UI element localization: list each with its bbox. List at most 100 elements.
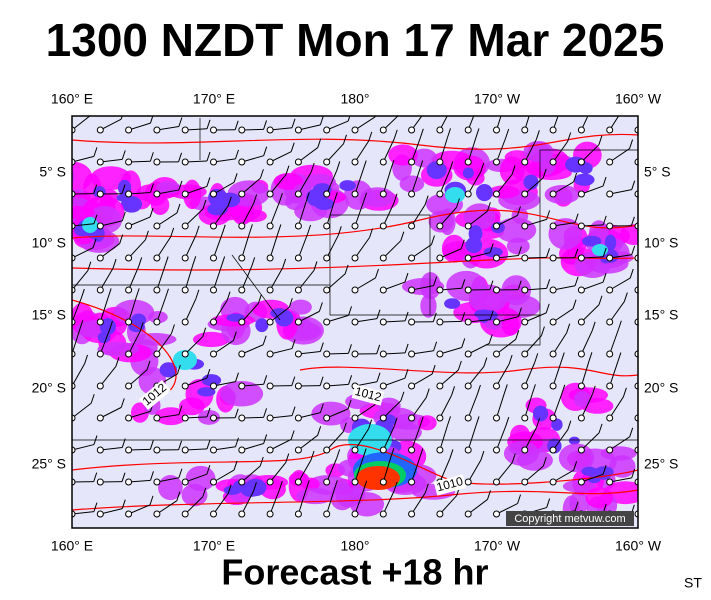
station <box>436 510 444 518</box>
barb-flag <box>433 341 438 351</box>
station <box>294 478 302 486</box>
rain-cell <box>475 183 493 202</box>
barb-flag <box>368 131 373 142</box>
barb-shaft <box>241 465 261 483</box>
barb-flag <box>84 354 89 365</box>
barb-flag <box>480 162 485 173</box>
station <box>577 254 585 262</box>
barb-shaft <box>354 237 370 259</box>
barb-flag <box>233 173 238 183</box>
barb-shaft <box>383 377 406 387</box>
barb-flag <box>562 97 565 106</box>
barb-flag <box>400 391 405 401</box>
barb-flag <box>602 273 607 283</box>
barb-shaft <box>552 469 574 483</box>
station <box>96 414 104 422</box>
barb-flag <box>503 384 508 394</box>
barb-flag <box>235 149 239 160</box>
station <box>153 286 161 294</box>
barb-flag <box>631 245 636 255</box>
barb-shaft <box>354 140 370 163</box>
rain-cell <box>462 167 474 179</box>
station <box>153 158 161 166</box>
station <box>238 446 246 454</box>
rain-cell <box>255 318 269 333</box>
barb-shaft <box>72 247 94 259</box>
barb-shaft <box>185 185 208 195</box>
barb-flag <box>170 324 175 334</box>
barb-flag <box>475 416 480 426</box>
station <box>379 158 387 166</box>
barb-shaft <box>382 400 402 419</box>
barb-shaft <box>213 340 234 355</box>
barb-shaft <box>637 161 638 162</box>
barb-shaft <box>241 177 261 195</box>
latitude-label: 10° S <box>32 235 66 251</box>
barb-shaft <box>72 329 81 355</box>
barb-shaft <box>269 348 293 355</box>
latitude-label: 5° S <box>39 164 66 180</box>
rain-cell <box>600 446 637 461</box>
barb-flag <box>488 334 493 344</box>
station <box>210 446 217 454</box>
barb-shaft <box>609 396 624 419</box>
barb-flag <box>149 495 154 506</box>
station <box>125 318 133 326</box>
barb-flag <box>631 180 636 190</box>
barb-flag <box>517 206 521 216</box>
station <box>238 382 246 390</box>
station <box>210 382 217 390</box>
barb-shaft <box>580 116 589 131</box>
barb-shaft <box>552 332 568 355</box>
barb-shaft <box>609 301 625 323</box>
barb-flag <box>347 399 352 410</box>
barb-shaft <box>269 267 284 291</box>
barb-flag <box>489 243 494 253</box>
station <box>521 350 529 358</box>
barb-shaft <box>326 273 346 291</box>
station <box>294 126 302 134</box>
barb-flag <box>121 184 126 194</box>
station <box>96 190 104 198</box>
barb-shaft <box>213 300 228 323</box>
barb-shaft <box>99 329 110 355</box>
barb-shaft <box>581 185 604 195</box>
barb-shaft <box>72 116 91 131</box>
barb-shaft <box>467 171 482 195</box>
barb-shaft <box>326 408 349 419</box>
barb-shaft <box>581 304 600 323</box>
barb-flag <box>546 210 551 220</box>
station <box>464 478 472 486</box>
barb-flag <box>202 199 207 210</box>
barb-shaft <box>156 189 179 195</box>
barb-shaft <box>297 171 312 195</box>
station <box>294 350 302 358</box>
barb-flag <box>263 408 268 418</box>
barb-shaft <box>524 139 537 163</box>
barb-shaft <box>241 344 264 355</box>
barb-flag <box>150 471 154 481</box>
barb-shaft <box>609 116 620 131</box>
station <box>464 286 472 294</box>
copyright-box <box>506 511 634 526</box>
station <box>521 414 529 422</box>
barb-flag <box>419 448 424 458</box>
barb-shaft <box>496 116 502 131</box>
station <box>153 510 161 518</box>
barb-flag <box>259 169 264 179</box>
rain-cell <box>349 492 385 517</box>
barb-flag <box>115 357 120 367</box>
barb-shaft <box>496 363 510 387</box>
barb-flag <box>591 385 596 396</box>
rain-cell <box>420 294 437 318</box>
station <box>521 446 529 454</box>
latitude-label: 5° S <box>644 164 671 180</box>
barb-flag <box>178 468 183 478</box>
barb-shaft <box>411 373 433 387</box>
barb-flag <box>489 310 494 320</box>
station <box>238 510 246 518</box>
barb-shaft <box>72 402 92 419</box>
barb-shaft <box>354 489 365 515</box>
station <box>521 254 529 262</box>
